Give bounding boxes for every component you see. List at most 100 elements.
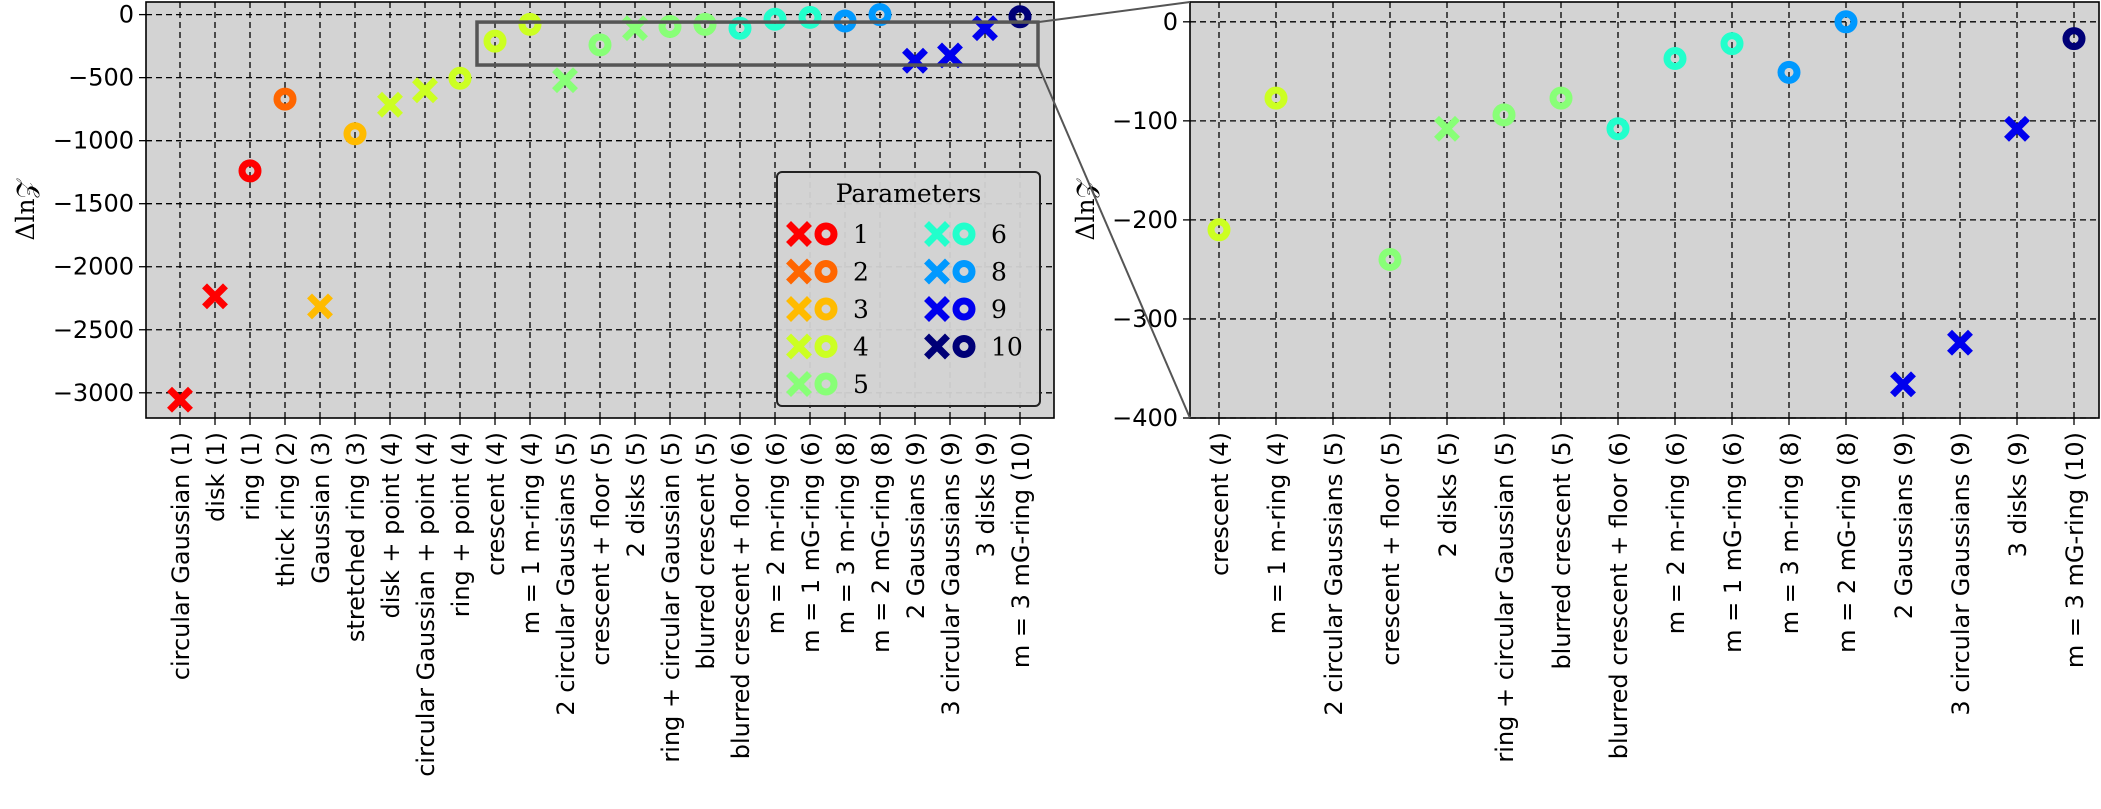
data-point <box>2062 27 2086 51</box>
data-point <box>448 66 472 90</box>
legend-entry-label: 6 <box>991 220 1007 249</box>
legend-x-marker-stroke-b <box>924 296 950 322</box>
data-point <box>167 386 193 413</box>
xtick-label: ring (1) <box>237 432 265 521</box>
xtick-label: m = 2 m-ring (6) <box>762 432 790 634</box>
xtick-label: circular Gaussian + point (4) <box>412 432 440 777</box>
xtick-label: m = 3 m-ring (8) <box>1776 432 1804 634</box>
xtick-label: 3 circular Gaussians (9) <box>1947 432 1975 716</box>
xtick-label: blurred crescent (5) <box>1548 432 1576 670</box>
legend-o-marker <box>814 297 838 321</box>
data-point <box>1264 86 1288 110</box>
legend-entry-label: 4 <box>853 333 869 362</box>
data-point-stroke-b <box>167 386 193 413</box>
data-point <box>202 283 228 310</box>
data-point <box>693 12 717 36</box>
ytick-label: −2500 <box>53 316 134 344</box>
data-point <box>343 122 367 146</box>
data-point <box>798 5 822 29</box>
legend-entry: 5 <box>786 370 869 399</box>
ytick-label: −400 <box>1112 404 1178 432</box>
legend-entry-label: 8 <box>991 258 1007 287</box>
xtick-label: disk (1) <box>202 432 230 522</box>
legend-o-marker <box>952 222 976 246</box>
legend-x-marker <box>924 333 950 360</box>
xtick-label: ring + point (4) <box>447 432 475 617</box>
xtick-label: m = 2 mG-ring (8) <box>1833 432 1861 653</box>
legend-entry: 8 <box>924 258 1007 287</box>
legend-entry: 4 <box>786 333 869 362</box>
legend-o-marker <box>952 260 976 283</box>
data-point-stroke-b <box>1434 115 1460 142</box>
legend-x-marker-stroke-b <box>924 333 950 360</box>
y-axis-label: Δln𝒵 <box>1071 177 1100 240</box>
data-point <box>483 29 507 53</box>
legend-entry: 10 <box>924 333 1023 362</box>
xtick-label: thick ring (2) <box>272 432 300 587</box>
xtick-label: crescent + floor (5) <box>1377 432 1405 666</box>
legend-entry: 6 <box>924 220 1007 249</box>
xtick-label: 2 Gaussians (9) <box>1890 432 1918 619</box>
xtick-label: m = 2 m-ring (6) <box>1662 432 1690 634</box>
ytick-label: −2000 <box>53 253 134 281</box>
data-point <box>238 159 262 183</box>
legend-o-marker <box>814 372 838 396</box>
xtick-label: m = 3 mG-ring (10) <box>1007 432 1035 668</box>
legend-o-marker <box>952 335 976 358</box>
data-point <box>588 33 612 57</box>
data-point <box>377 91 403 118</box>
xtick-label: m = 3 mG-ring (10) <box>2061 432 2089 668</box>
xtick-label: ring + circular Gaussian (5) <box>657 432 685 763</box>
data-point <box>1492 103 1516 127</box>
data-point <box>1720 32 1744 56</box>
xtick-label: 2 disks (5) <box>622 432 650 557</box>
data-point-stroke-b <box>552 67 578 94</box>
zoom-indicator-box <box>475 20 1040 67</box>
data-point <box>763 7 787 31</box>
legend-o-marker <box>952 297 976 321</box>
legend-entry: 9 <box>924 295 1007 324</box>
data-point-stroke-b <box>202 283 228 310</box>
legend-entry-label: 10 <box>991 333 1023 362</box>
data-point-stroke-b <box>307 293 333 320</box>
legend-x-marker <box>786 296 812 322</box>
ytick-label: 0 <box>1163 8 1178 36</box>
data-point <box>1663 46 1687 70</box>
legend-x-marker-stroke-b <box>786 221 812 247</box>
ytick-label: −1000 <box>53 127 134 155</box>
legend-entry-label: 5 <box>853 370 869 399</box>
xtick-label: m = 1 m-ring (4) <box>517 432 545 634</box>
legend-entry: 1 <box>786 220 869 249</box>
legend-x-marker <box>786 221 812 247</box>
xtick-label: 2 circular Gaussians (5) <box>552 432 580 716</box>
xtick-label: ring + circular Gaussian (5) <box>1491 432 1519 763</box>
xtick-label: blurred crescent (5) <box>692 432 720 670</box>
data-point <box>1207 218 1231 242</box>
ytick-label: −500 <box>68 64 134 92</box>
xtick-label: crescent (4) <box>1206 432 1234 576</box>
xtick-label: blurred crescent + floor (6) <box>727 432 755 759</box>
xtick-label: m = 1 mG-ring (6) <box>797 432 825 653</box>
xtick-label: m = 2 mG-ring (8) <box>867 432 895 653</box>
data-point <box>273 87 297 111</box>
data-point <box>412 77 438 104</box>
legend-o-marker <box>814 335 838 358</box>
data-point <box>1890 371 1916 398</box>
xtick-label: disk + point (4) <box>377 432 405 619</box>
plot-background <box>1190 2 2099 418</box>
data-points <box>1207 10 2086 398</box>
data-point <box>728 16 752 40</box>
legend-entry: 2 <box>786 258 869 287</box>
data-point <box>2004 115 2030 142</box>
ytick-label: −3000 <box>53 379 134 407</box>
xtick-label: 3 circular Gaussians (9) <box>937 432 965 716</box>
ytick-label: 0 <box>119 1 134 29</box>
legend-x-marker-stroke-b <box>786 333 812 360</box>
ytick-label: −1500 <box>53 190 134 218</box>
panel-full: 0 −500 −1000 −1500 −2000 −2500 −3000 Δln𝒵 circul… <box>11 1 1055 777</box>
legend: Parameters 1 2 3 4 5 6 8 9 10 <box>776 171 1041 407</box>
legend-entry-label: 9 <box>991 295 1007 324</box>
xtick-label: crescent + floor (5) <box>587 432 615 666</box>
data-point <box>1008 5 1032 29</box>
